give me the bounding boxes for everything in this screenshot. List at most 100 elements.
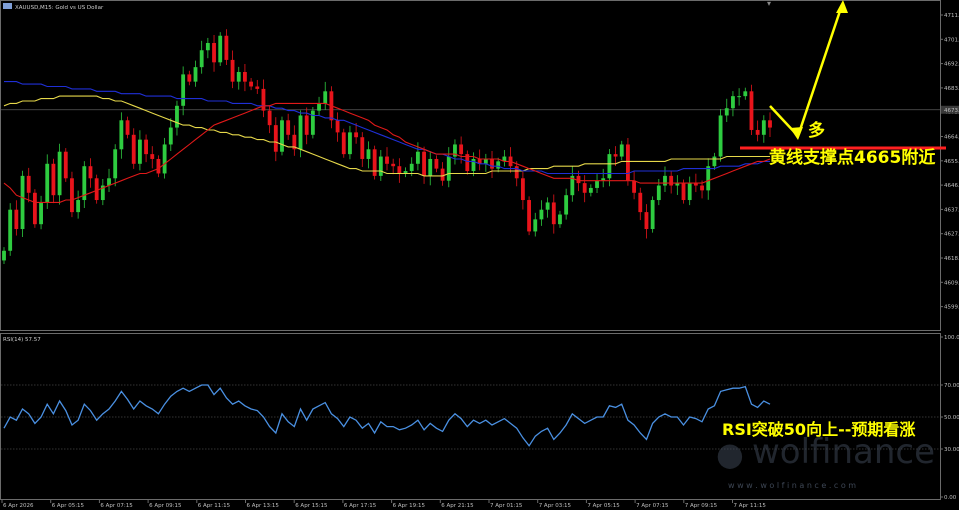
time-tick-label: 7 Apr 07:15	[636, 503, 669, 509]
candle-body	[137, 139, 142, 164]
price-tick-label: 4692.	[944, 62, 959, 68]
candle	[650, 196, 655, 233]
candle	[236, 66, 241, 90]
rsi-tick-label: 70.00	[944, 383, 959, 389]
candle-body	[650, 200, 655, 230]
candle	[261, 79, 266, 118]
candle	[403, 167, 408, 178]
candle	[706, 158, 711, 200]
candle	[341, 128, 346, 158]
candle	[335, 112, 340, 142]
candle	[243, 64, 247, 92]
time-tick-label: 7 Apr 09:15	[685, 503, 718, 509]
candle-body	[434, 158, 439, 169]
candle	[539, 200, 544, 226]
support-label: 黄线支撑点4665附近	[769, 147, 935, 168]
rsi-tick-label: 100.0	[944, 335, 959, 341]
time-tick-label: 6 Apr 19:15	[393, 503, 426, 509]
candle	[743, 87, 748, 100]
candle-body	[638, 192, 643, 213]
candle-body	[428, 158, 433, 176]
candle-body	[14, 209, 19, 230]
current-price-label: 4673.	[944, 108, 959, 114]
candle	[755, 120, 760, 142]
candle-body	[693, 183, 698, 186]
price-tick-label: 4683.	[944, 86, 959, 92]
rsi-series	[3, 384, 771, 447]
candle-body	[613, 154, 618, 157]
candle	[354, 122, 359, 144]
candle	[613, 146, 618, 166]
candle-body	[218, 35, 223, 63]
candle	[737, 88, 742, 106]
candle	[76, 190, 81, 219]
candle-body	[273, 125, 278, 152]
candle-body	[304, 115, 309, 135]
candle-body	[483, 158, 488, 164]
candle	[545, 197, 550, 218]
candle-body	[187, 74, 192, 82]
candle-body	[644, 212, 649, 230]
candle-body	[737, 96, 742, 98]
candle	[669, 170, 674, 194]
candle	[453, 139, 457, 165]
candle	[292, 125, 297, 156]
candle	[428, 150, 433, 186]
candle	[483, 153, 488, 172]
candle-body	[32, 192, 37, 225]
candle-body	[551, 202, 556, 225]
time-tick-label: 6 Apr 17:15	[344, 503, 377, 509]
candle-body	[236, 71, 241, 82]
candle	[181, 66, 186, 116]
time-tick-label: 7 Apr 05:15	[587, 503, 620, 509]
candle-body	[681, 183, 686, 201]
collapse-arrow-icon[interactable]: ▾	[767, 0, 771, 8]
rsi-label: RSI(14) 57.57	[3, 337, 41, 343]
candle-body	[267, 110, 272, 126]
price-tick-label: 4599.	[944, 305, 959, 311]
candle	[391, 158, 396, 175]
candle	[199, 40, 204, 74]
candle-body	[768, 120, 772, 128]
time-tick-label: 6 Apr 05:15	[52, 503, 85, 509]
candle-body	[755, 129, 760, 135]
candle-body	[619, 144, 624, 157]
candle	[26, 167, 31, 203]
price-axis: 4711. 4701. 4692. 4683. 4673. 4664. 4655. 4646.…	[940, 13, 959, 311]
candle	[310, 107, 315, 139]
candle-body	[588, 187, 593, 193]
candle-body	[70, 178, 74, 213]
candle-body	[372, 149, 377, 176]
candle-body	[761, 120, 766, 135]
candle-body	[490, 158, 494, 169]
candle	[724, 98, 729, 122]
candle-body	[107, 178, 111, 186]
candle	[718, 108, 723, 162]
candle-body	[403, 171, 408, 174]
candle-body	[94, 178, 99, 201]
candle	[520, 170, 525, 210]
candle	[212, 35, 216, 72]
candle	[8, 203, 13, 256]
time-tick-label: 6 Apr 07:15	[100, 503, 133, 509]
candle	[82, 161, 87, 209]
candle	[39, 195, 43, 230]
candle-body	[199, 50, 204, 68]
candle-body	[224, 35, 229, 60]
candle	[687, 176, 692, 206]
candle-body	[545, 202, 550, 210]
candle	[502, 150, 507, 167]
candle	[348, 125, 352, 160]
candle	[595, 174, 599, 194]
candle-body	[607, 154, 612, 179]
candle-body	[366, 149, 371, 159]
candle-body	[724, 108, 729, 116]
price-tick-label: 4711.	[944, 13, 959, 19]
candle-body	[582, 183, 587, 193]
candle	[14, 200, 19, 236]
ma-slow-line	[3, 95, 770, 177]
candle-body	[317, 103, 321, 111]
candle-body	[255, 86, 260, 89]
watermark-logo-icon: ●	[716, 435, 744, 473]
rsi-tick-label: 50.00	[944, 415, 959, 421]
